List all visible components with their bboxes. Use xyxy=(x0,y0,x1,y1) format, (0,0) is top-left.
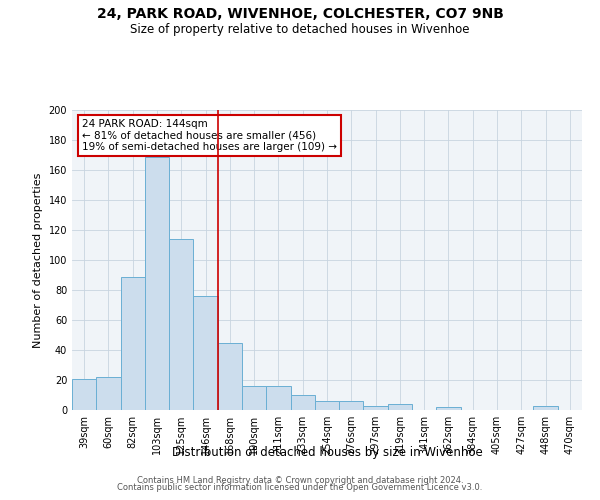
Bar xyxy=(242,386,266,410)
Bar xyxy=(145,156,169,410)
Text: Size of property relative to detached houses in Wivenhoe: Size of property relative to detached ho… xyxy=(130,22,470,36)
Bar xyxy=(72,378,96,410)
Bar xyxy=(193,296,218,410)
Bar xyxy=(121,276,145,410)
Bar xyxy=(96,377,121,410)
Text: Contains HM Land Registry data © Crown copyright and database right 2024.: Contains HM Land Registry data © Crown c… xyxy=(137,476,463,485)
Bar xyxy=(290,395,315,410)
Text: Distribution of detached houses by size in Wivenhoe: Distribution of detached houses by size … xyxy=(172,446,482,459)
Bar xyxy=(533,406,558,410)
Bar xyxy=(388,404,412,410)
Text: Contains public sector information licensed under the Open Government Licence v3: Contains public sector information licen… xyxy=(118,484,482,492)
Bar xyxy=(339,401,364,410)
Bar xyxy=(436,407,461,410)
Text: 24 PARK ROAD: 144sqm
← 81% of detached houses are smaller (456)
19% of semi-deta: 24 PARK ROAD: 144sqm ← 81% of detached h… xyxy=(82,119,337,152)
Bar xyxy=(364,406,388,410)
Text: 24, PARK ROAD, WIVENHOE, COLCHESTER, CO7 9NB: 24, PARK ROAD, WIVENHOE, COLCHESTER, CO7… xyxy=(97,8,503,22)
Y-axis label: Number of detached properties: Number of detached properties xyxy=(33,172,43,348)
Bar xyxy=(315,401,339,410)
Bar xyxy=(218,342,242,410)
Bar xyxy=(266,386,290,410)
Bar xyxy=(169,239,193,410)
